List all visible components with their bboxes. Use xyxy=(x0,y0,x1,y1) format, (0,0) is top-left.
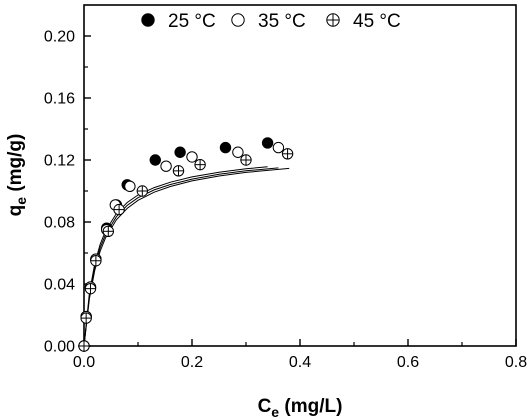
y-tick-label: 0.08 xyxy=(44,215,75,232)
data-point-crossed-circle xyxy=(78,340,90,352)
marker-shape xyxy=(149,154,161,166)
data-point-crossed-circle xyxy=(194,158,206,171)
x-tick-label: 0.0 xyxy=(73,354,95,371)
data-point-filled-circle xyxy=(149,154,161,166)
marker-shape xyxy=(231,13,245,27)
fit-line-25c xyxy=(83,166,268,347)
legend: 25 °C 35 °C 45 °C xyxy=(141,11,401,32)
marker-shape xyxy=(141,13,155,27)
y-axis-title: qe (mg/g) xyxy=(5,134,29,217)
legend-marker xyxy=(326,13,340,27)
legend-label: 25 °C xyxy=(168,11,216,32)
data-point-crossed-circle xyxy=(172,165,185,177)
x-tick-label: 0.6 xyxy=(397,354,419,371)
marker-shape xyxy=(124,180,136,193)
data-point-open-circle xyxy=(232,146,244,158)
y-tick-label: 0.04 xyxy=(44,277,75,294)
data-point-filled-circle xyxy=(174,146,186,158)
fit-line-45c xyxy=(83,167,290,347)
marker-shape xyxy=(219,141,232,154)
y-tick-label: 0.00 xyxy=(44,339,75,356)
data-point-open-circle xyxy=(160,160,172,172)
data-points xyxy=(78,137,294,352)
axis-ticks: 0.0 0.2 0.4 0.6 0.8 0.00 0.04 0.08 0.12 0.16 0.20 xyxy=(44,29,527,372)
marker-shape xyxy=(261,137,274,149)
data-point-crossed-circle xyxy=(84,282,97,295)
legend-label: 45 °C xyxy=(353,11,401,32)
data-point-filled-circle xyxy=(261,137,274,149)
legend-item: 45 °C xyxy=(326,11,401,32)
marker-shape xyxy=(174,146,186,158)
x-axis-title: Ce (mg/L) xyxy=(258,396,343,419)
data-point-open-circle xyxy=(272,141,285,154)
data-point-crossed-circle xyxy=(240,154,252,166)
x-tick-label: 0.8 xyxy=(505,354,527,371)
data-point-crossed-circle xyxy=(102,225,115,238)
data-point-crossed-circle xyxy=(90,255,102,267)
marker-shape xyxy=(272,141,285,154)
legend-label: 35 °C xyxy=(258,11,306,32)
x-tick-label: 0.4 xyxy=(289,354,311,371)
legend-item: 25 °C xyxy=(141,11,216,32)
fit-line-35c xyxy=(83,167,279,347)
legend-item: 35 °C xyxy=(231,11,306,32)
data-point-filled-circle xyxy=(219,141,232,154)
data-point-crossed-circle xyxy=(80,312,92,324)
marker-shape xyxy=(232,146,244,158)
marker-shape xyxy=(160,160,172,172)
y-tick-label: 0.12 xyxy=(44,153,75,170)
data-point-open-circle xyxy=(186,151,198,163)
data-point-crossed-circle xyxy=(113,203,125,216)
data-point-open-circle xyxy=(124,180,136,193)
data-point-crossed-circle xyxy=(136,185,149,197)
legend-marker xyxy=(231,13,245,27)
plot-frame xyxy=(83,4,517,347)
data-point-crossed-circle xyxy=(281,148,294,160)
y-tick-label: 0.20 xyxy=(44,29,75,46)
y-tick-label: 0.16 xyxy=(44,91,75,108)
legend-marker xyxy=(141,13,155,27)
marker-shape xyxy=(186,151,198,163)
x-tick-label: 0.2 xyxy=(181,354,203,371)
fit-curves xyxy=(83,166,290,347)
